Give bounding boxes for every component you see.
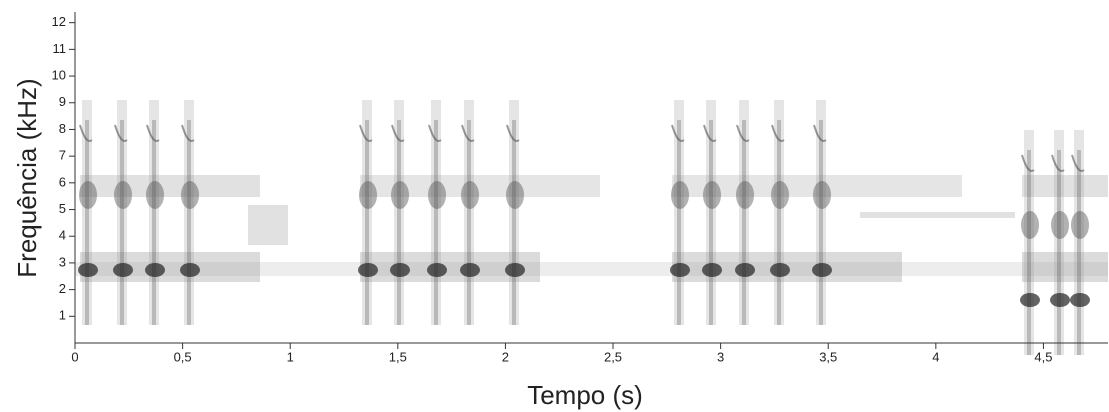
x-tick-label: 0,5 (174, 349, 192, 364)
x-tick-label: 1,5 (389, 349, 407, 364)
y-tick-label: 6 (59, 174, 66, 189)
y-tick-label: 4 (59, 228, 66, 243)
y-tick-label: 12 (52, 14, 66, 29)
syllable (504, 99, 526, 326)
y-tick-label: 9 (59, 94, 66, 109)
x-tick-label: 1 (287, 349, 294, 364)
x-tick-label: 4 (932, 349, 939, 364)
x-tick-label: 4,5 (1034, 349, 1052, 364)
x-tick-label: 2 (502, 349, 509, 364)
syllable (769, 99, 791, 326)
syllable (734, 99, 756, 326)
x-axis-title: Tempo (s) (527, 380, 643, 410)
y-tick-label: 8 (59, 121, 66, 136)
y-tick-label: 5 (59, 201, 66, 216)
syllable (179, 99, 201, 326)
y-tick-label: 1 (59, 308, 66, 323)
x-tick-label: 3,5 (819, 349, 837, 364)
syllable (112, 99, 134, 326)
syllable (357, 99, 379, 326)
syllable (669, 99, 691, 326)
syllable (77, 99, 99, 326)
y-tick-label: 7 (59, 148, 66, 163)
x-tick-label: 2,5 (604, 349, 622, 364)
syllable (1069, 129, 1091, 356)
y-tick-label: 3 (59, 254, 66, 269)
x-tick-label: 3 (717, 349, 724, 364)
x-tick-label: 0 (71, 349, 78, 364)
spectrogram-texture (75, 99, 1108, 356)
syllable (1019, 129, 1041, 356)
syllable (701, 99, 723, 326)
syllable (426, 99, 448, 326)
syllable (1049, 129, 1071, 356)
y-tick-label: 2 (59, 281, 66, 296)
syllable (459, 99, 481, 326)
y-axis-title: Frequência (kHz) (12, 78, 42, 277)
syllable (389, 99, 411, 326)
y-tick-label: 11 (53, 41, 67, 56)
y-tick-label: 10 (52, 68, 66, 83)
syllable (144, 99, 166, 326)
syllable (811, 99, 833, 326)
